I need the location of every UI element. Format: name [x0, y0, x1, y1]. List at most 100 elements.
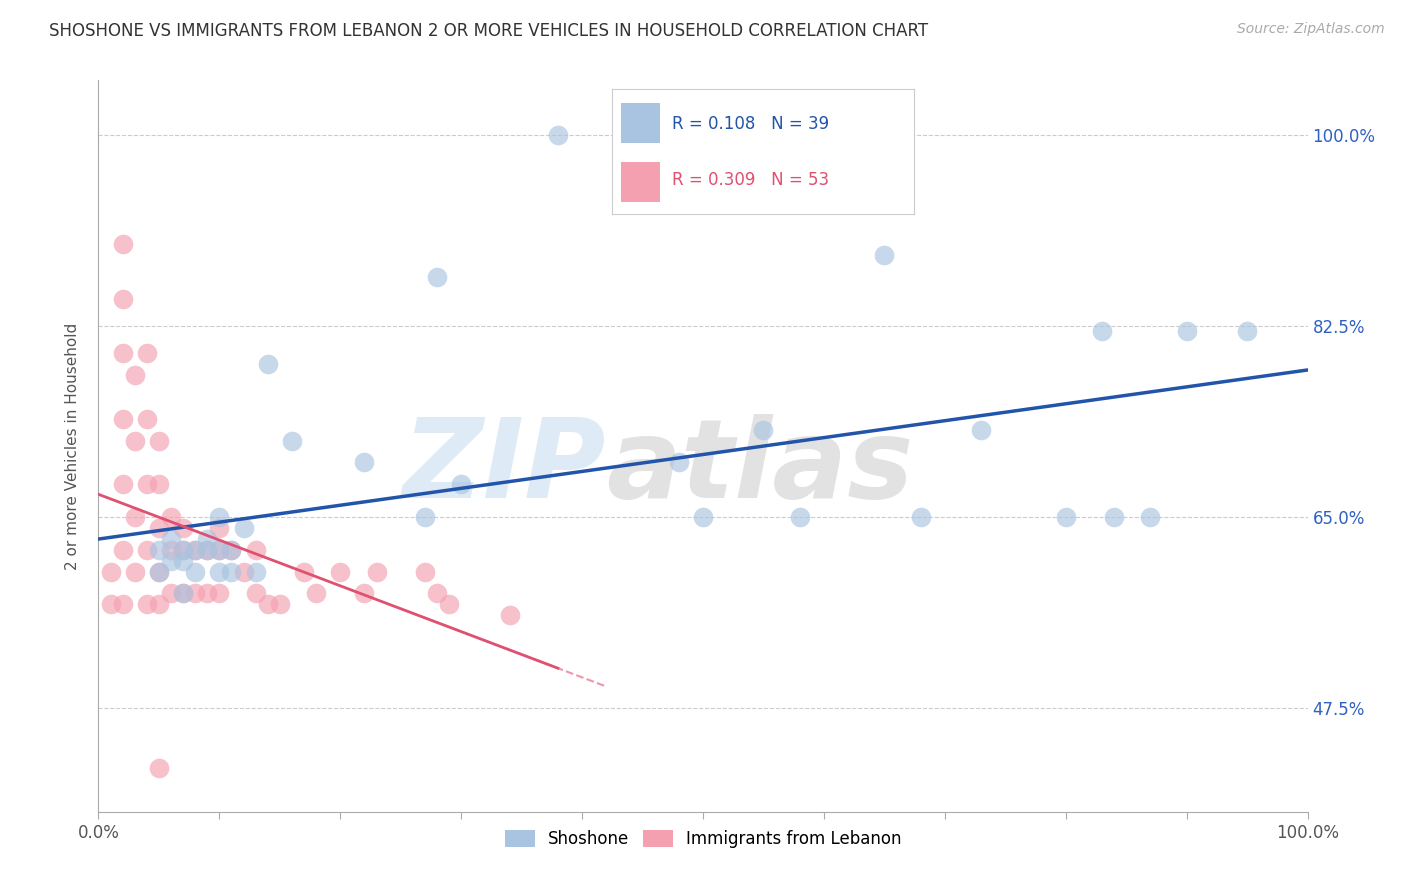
Point	[208, 510, 231, 524]
Point	[184, 586, 207, 600]
Point	[148, 761, 170, 775]
Point	[111, 597, 134, 611]
Point	[692, 510, 714, 524]
Point	[208, 542, 231, 557]
Point	[148, 521, 170, 535]
Point	[172, 521, 194, 535]
Point	[208, 565, 231, 579]
Point	[111, 292, 134, 306]
Point	[329, 565, 352, 579]
Point	[208, 542, 231, 557]
Point	[111, 411, 134, 425]
Text: R = 0.108   N = 39: R = 0.108 N = 39	[672, 115, 830, 133]
Point	[221, 542, 243, 557]
Point	[172, 554, 194, 568]
Point	[208, 586, 231, 600]
Point	[160, 586, 183, 600]
Point	[135, 542, 157, 557]
Point	[245, 565, 267, 579]
Point	[245, 586, 267, 600]
Point	[160, 542, 183, 557]
Point	[292, 565, 315, 579]
Point	[100, 565, 122, 579]
Point	[148, 565, 170, 579]
Point	[1236, 324, 1258, 338]
Point	[547, 128, 569, 142]
Point	[160, 532, 183, 546]
Point	[195, 542, 218, 557]
Point	[172, 586, 194, 600]
Point	[111, 237, 134, 252]
Point	[970, 423, 993, 437]
Point	[413, 510, 436, 524]
Point	[184, 565, 207, 579]
Point	[221, 542, 243, 557]
Point	[305, 586, 328, 600]
Point	[148, 597, 170, 611]
Point	[281, 434, 304, 448]
Bar	[620, 161, 659, 202]
Point	[221, 565, 243, 579]
Point	[1054, 510, 1077, 524]
Point	[195, 586, 218, 600]
Point	[353, 455, 375, 469]
Point	[100, 597, 122, 611]
Bar	[620, 103, 659, 143]
Point	[160, 510, 183, 524]
Point	[1091, 324, 1114, 338]
Point	[910, 510, 932, 524]
Point	[124, 565, 146, 579]
Point	[269, 597, 291, 611]
Point	[450, 477, 472, 491]
Legend: Shoshone, Immigrants from Lebanon: Shoshone, Immigrants from Lebanon	[498, 823, 908, 855]
Point	[1102, 510, 1125, 524]
Point	[184, 542, 207, 557]
Point	[135, 346, 157, 360]
Point	[366, 565, 388, 579]
Point	[426, 586, 449, 600]
Point	[208, 521, 231, 535]
Point	[135, 477, 157, 491]
Text: ZIP: ZIP	[402, 415, 606, 522]
Point	[172, 542, 194, 557]
Point	[172, 542, 194, 557]
Point	[195, 532, 218, 546]
Point	[184, 542, 207, 557]
Point	[245, 542, 267, 557]
Point	[437, 597, 460, 611]
Point	[353, 586, 375, 600]
Point	[172, 586, 194, 600]
Point	[1175, 324, 1198, 338]
Point	[789, 510, 811, 524]
Point	[148, 477, 170, 491]
Point	[668, 455, 690, 469]
Point	[124, 434, 146, 448]
Point	[752, 423, 775, 437]
Point	[256, 357, 278, 371]
Point	[148, 434, 170, 448]
Point	[232, 565, 254, 579]
Y-axis label: 2 or more Vehicles in Household: 2 or more Vehicles in Household	[65, 322, 80, 570]
Point	[1139, 510, 1161, 524]
Point	[873, 248, 896, 262]
Point	[160, 554, 183, 568]
Point	[124, 368, 146, 382]
Point	[148, 542, 170, 557]
Point	[413, 565, 436, 579]
Point	[256, 597, 278, 611]
Text: atlas: atlas	[606, 415, 914, 522]
Point	[111, 542, 134, 557]
Point	[111, 346, 134, 360]
Point	[195, 542, 218, 557]
Text: SHOSHONE VS IMMIGRANTS FROM LEBANON 2 OR MORE VEHICLES IN HOUSEHOLD CORRELATION : SHOSHONE VS IMMIGRANTS FROM LEBANON 2 OR…	[49, 22, 928, 40]
Point	[124, 510, 146, 524]
Point	[111, 477, 134, 491]
Text: R = 0.309   N = 53: R = 0.309 N = 53	[672, 171, 830, 189]
Point	[426, 269, 449, 284]
Text: Source: ZipAtlas.com: Source: ZipAtlas.com	[1237, 22, 1385, 37]
Point	[498, 608, 520, 623]
Point	[135, 411, 157, 425]
Point	[135, 597, 157, 611]
Point	[148, 565, 170, 579]
Point	[232, 521, 254, 535]
